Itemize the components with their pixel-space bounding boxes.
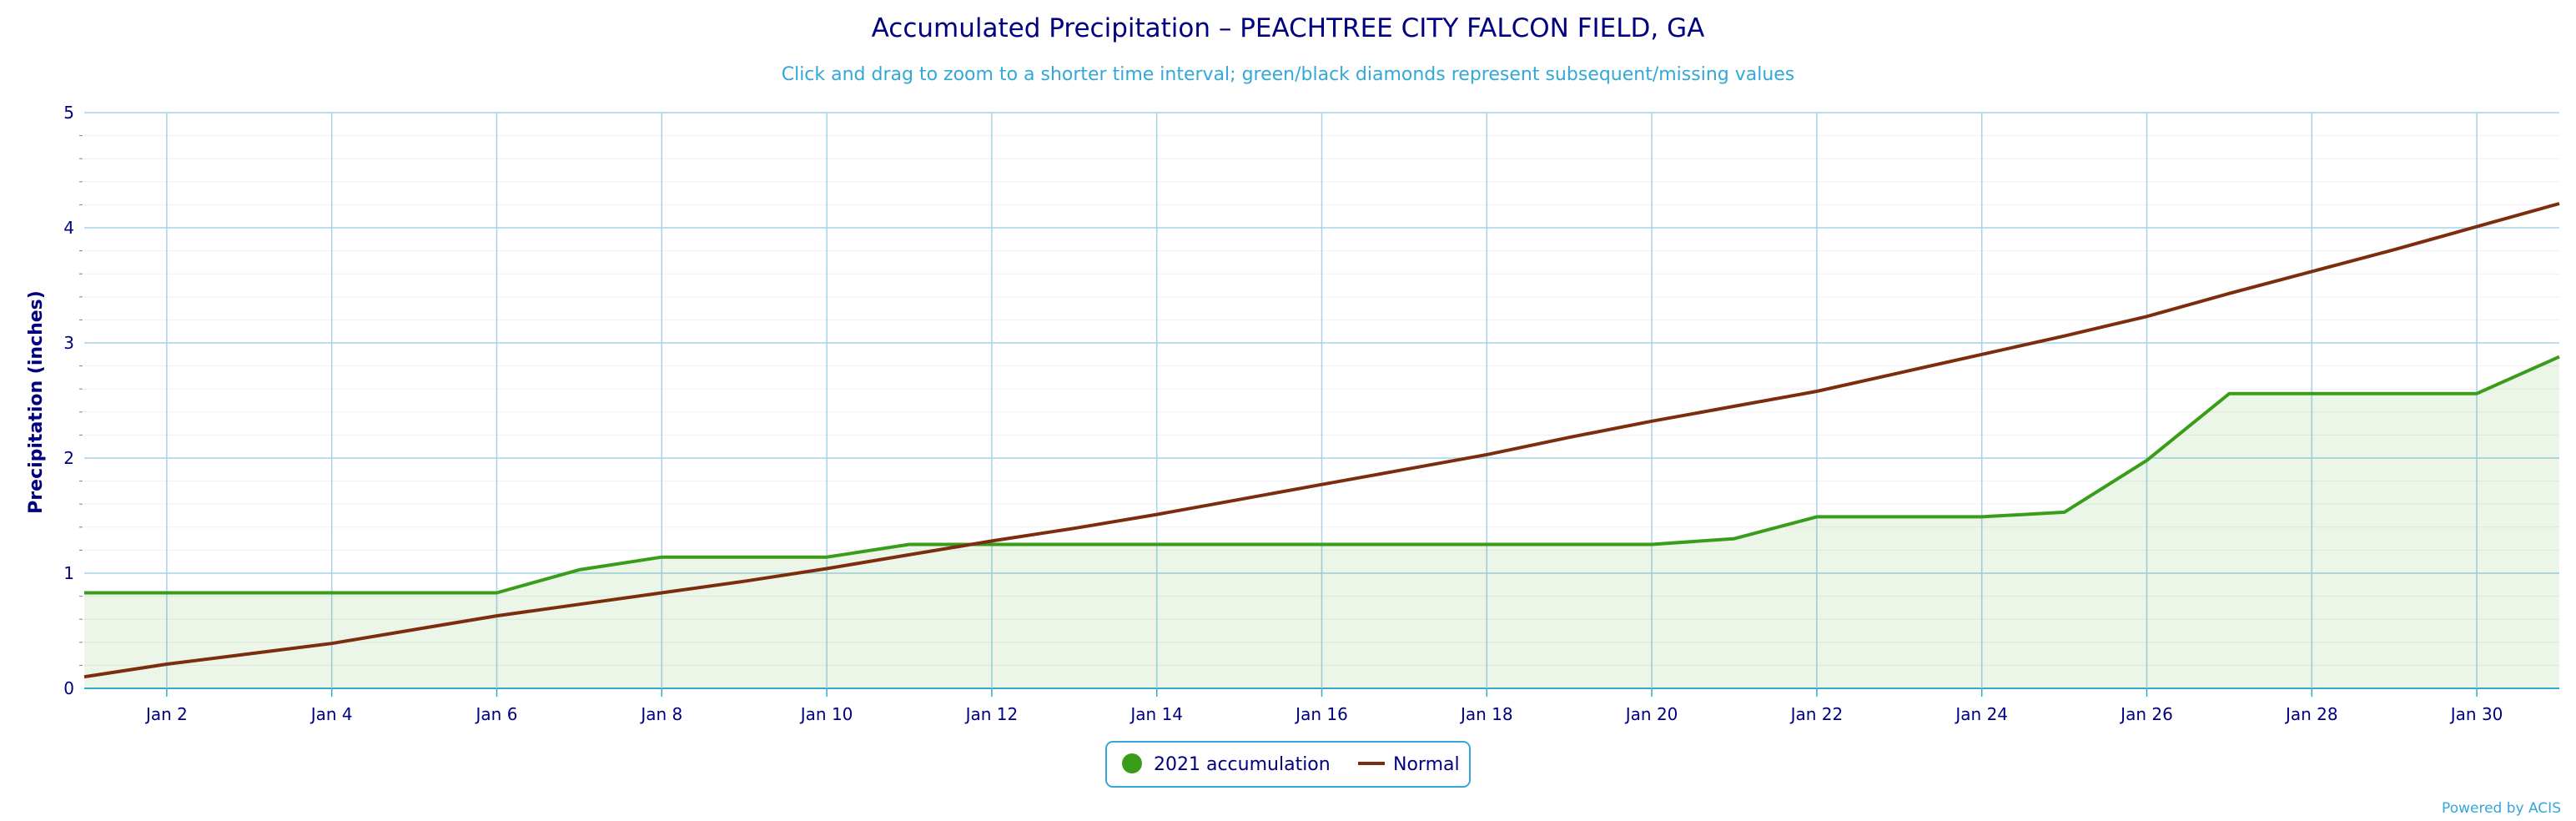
y-axis-ticks: 0 1 2 3 4 5 bbox=[63, 103, 74, 698]
series-fill-2021-accumulation bbox=[84, 356, 2559, 688]
x-tick-label: Jan 8 bbox=[639, 704, 682, 724]
legend-marker-2021-accumulation bbox=[1122, 753, 1142, 773]
legend[interactable]: 2021 accumulation Normal bbox=[1105, 741, 1471, 788]
series-line-2021-accumulation[interactable] bbox=[84, 355, 2560, 595]
x-tick-label: Jan 12 bbox=[964, 704, 1019, 724]
series-line-normal[interactable] bbox=[83, 202, 2560, 679]
y-tick-label: 2 bbox=[63, 448, 74, 468]
grid bbox=[79, 112, 2559, 697]
y-axis-label: Precipitation (inches) bbox=[26, 290, 47, 514]
x-tick-label: Jan 16 bbox=[1294, 704, 1348, 724]
legend-label-2021-accumulation[interactable]: 2021 accumulation bbox=[1154, 754, 1331, 775]
credit-link[interactable]: Powered by ACIS bbox=[2442, 800, 2561, 817]
x-tick-label: Jan 22 bbox=[1789, 704, 1844, 724]
x-tick-label: Jan 6 bbox=[475, 704, 518, 724]
x-tick-label: Jan 24 bbox=[1954, 704, 2008, 724]
series-area bbox=[84, 356, 2559, 688]
legend-box bbox=[1105, 741, 1471, 788]
x-tick-label: Jan 4 bbox=[309, 704, 353, 724]
x-tick-label: Jan 10 bbox=[799, 704, 853, 724]
x-tick-label: Jan 30 bbox=[2449, 704, 2503, 724]
x-tick-label: Jan 18 bbox=[1459, 704, 1513, 724]
x-tick-label: Jan 28 bbox=[2284, 704, 2338, 724]
x-tick-label: Jan 20 bbox=[1624, 704, 1678, 724]
y-tick-label: 4 bbox=[63, 218, 74, 238]
y-tick-label: 5 bbox=[63, 103, 74, 123]
x-tick-label: Jan 14 bbox=[1129, 704, 1183, 724]
x-tick-label: Jan 2 bbox=[144, 704, 188, 724]
legend-label-normal[interactable]: Normal bbox=[1393, 754, 1460, 775]
chart-title: Accumulated Precipitation – PEACHTREE CI… bbox=[872, 13, 1705, 43]
y-tick-label: 3 bbox=[63, 333, 74, 353]
y-tick-label: 1 bbox=[63, 563, 74, 583]
series-lines bbox=[83, 202, 2560, 679]
chart-subtitle: Click and drag to zoom to a shorter time… bbox=[782, 64, 1795, 85]
x-tick-label: Jan 26 bbox=[2119, 704, 2173, 724]
y-tick-label: 0 bbox=[63, 678, 74, 698]
x-axis-ticks: Jan 2 Jan 4 Jan 6 Jan 8 Jan 10 Jan 12 Jan 14 Ja… bbox=[144, 704, 2503, 724]
